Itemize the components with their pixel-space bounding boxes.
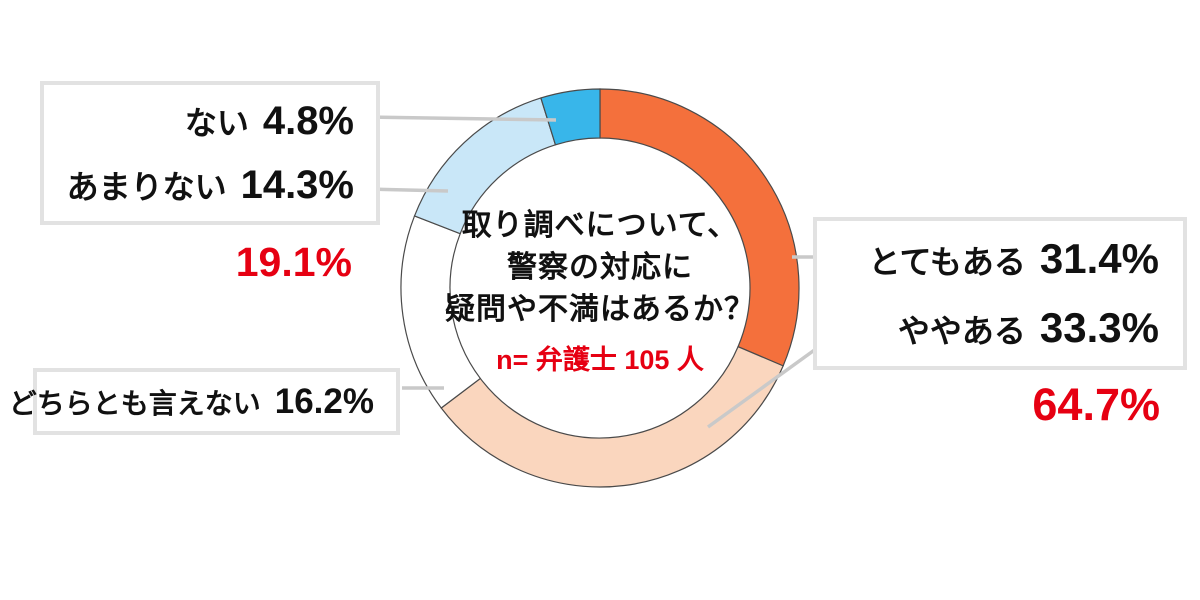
callout-row-nai: ない 4.8%: [50, 98, 354, 144]
question-line-2: 警察の対応に: [507, 251, 693, 284]
segment-label: ない: [184, 105, 249, 141]
question-line-1: 取り調べについて、: [461, 209, 739, 242]
question-line-3: 疑問や不満はあるか？: [445, 293, 755, 326]
segment-label: どちらとも言えない: [8, 387, 261, 419]
combined-total-positive: 64.7%: [1032, 379, 1160, 430]
donut-segment-1: [599, 88, 800, 367]
segment-value: 4.8%: [262, 99, 354, 143]
callout-row-totemoaru: とてもある 31.4%: [823, 235, 1159, 283]
leader-line: [367, 187, 449, 193]
donut-segment-2: [440, 345, 784, 488]
segment-label: あまりない: [66, 169, 227, 205]
callout-box-negative: ない 4.8% あまりない 14.3%: [40, 81, 380, 225]
segment-value: 16.2%: [274, 381, 374, 421]
callout-row-dochiratomo: どちらとも言えない 16.2%: [9, 381, 374, 422]
callout-row-yayaaru: ややある 33.3%: [823, 304, 1159, 352]
leader-line: [706, 344, 822, 429]
leader-line: [367, 115, 557, 122]
combined-total-negative: 19.1%: [235, 239, 352, 285]
callout-row-amarinai: あまりない 14.3%: [50, 162, 354, 208]
segment-value: 14.3%: [240, 163, 354, 207]
donut-segment-5: [540, 88, 601, 146]
segment-value: 31.4%: [1039, 235, 1159, 283]
sample-size-note: n= 弁護士 105 人: [496, 345, 704, 375]
callout-box-positive: とてもある 31.4% ややある 33.3%: [813, 217, 1187, 370]
chart-question-title: 取り調べについて、 警察の対応に 疑問や不満はあるか？ n= 弁護士 105 人: [350, 205, 850, 376]
segment-label: とてもある: [868, 244, 1026, 281]
segment-value: 33.3%: [1039, 303, 1159, 351]
callout-box-neutral: どちらとも言えない 16.2%: [9, 368, 400, 435]
segment-label: ややある: [897, 312, 1026, 349]
